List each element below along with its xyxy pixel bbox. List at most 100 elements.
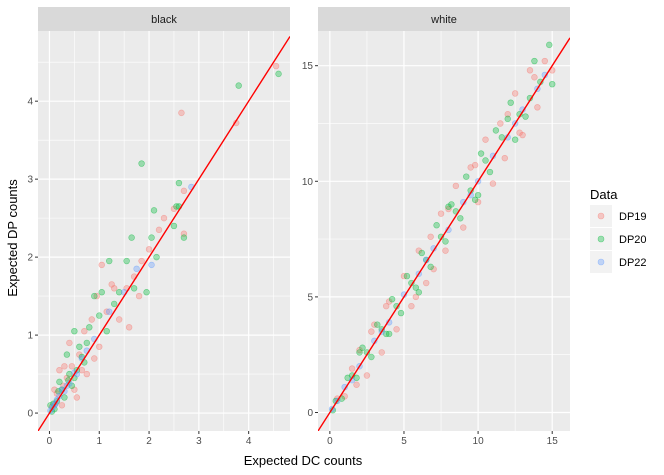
point-dp20: [477, 150, 485, 157]
point-dp19: [98, 261, 105, 269]
legend-label-dp19: DP19: [619, 211, 647, 223]
y-tick-label: 3: [27, 175, 33, 186]
legend-entry-dp22: DP22: [590, 251, 647, 273]
point-dp20: [123, 257, 130, 265]
point-dp19: [471, 161, 479, 169]
point-dp19: [501, 154, 508, 162]
legend-key-background: [590, 228, 612, 250]
point-dp20: [98, 289, 105, 296]
point-dp20: [71, 327, 78, 335]
point-dp19: [178, 109, 185, 117]
point-dp19: [408, 302, 415, 310]
x-tick-label: 0: [327, 436, 333, 447]
x-tick-label: 5: [401, 436, 407, 447]
point-dp20: [504, 115, 511, 123]
point-dp20: [498, 134, 506, 141]
point-dp20: [385, 330, 393, 338]
point-dp19: [497, 120, 504, 127]
point-dp19: [378, 349, 385, 356]
legend-entries: DP19 DP20 DP22: [590, 205, 647, 273]
reference-line: [318, 37, 570, 431]
legend: Data DP19 DP20 DP22: [590, 187, 647, 273]
legend-key-background: [590, 251, 612, 273]
point-dp20: [418, 249, 425, 257]
point-dp19: [504, 111, 511, 118]
point-dp20: [103, 327, 110, 335]
point-dp20: [397, 309, 405, 317]
y-axis-title: Expected DP counts: [5, 179, 20, 297]
point-dp19: [83, 370, 91, 378]
reference-line: [38, 36, 290, 431]
legend-title: Data: [590, 187, 618, 202]
point-dp19: [160, 214, 168, 222]
x-tick-label: 4: [246, 436, 252, 447]
legend-key-dp19: [597, 212, 605, 220]
point-dp20: [63, 351, 71, 358]
facet-strip: [318, 7, 570, 31]
point-dp19: [442, 247, 449, 254]
point-dp19: [489, 180, 497, 187]
point-dp20: [180, 234, 188, 241]
point-dp20: [86, 324, 93, 331]
point-dp20: [275, 70, 282, 78]
point-dp20: [61, 394, 68, 401]
y-tick-label: 0: [307, 408, 313, 419]
point-dp20: [66, 370, 73, 378]
point-dp20: [91, 292, 98, 300]
point-dp19: [125, 324, 133, 331]
point-dp20: [374, 321, 381, 328]
point-dp19: [81, 327, 88, 335]
point-dp19: [353, 381, 360, 388]
x-axis-title: Expected DC counts: [244, 453, 363, 468]
panels-layer: black 0 1 2 3 4 0 1 2 3 4 white 0 5 10 15 0 5 10 15: [27, 7, 570, 447]
legend-label-dp20: DP20: [619, 234, 647, 246]
legend-entry-dp20: DP20: [590, 228, 647, 250]
facet-strip: [38, 7, 290, 31]
points-layer: [328, 41, 556, 414]
point-dp20: [507, 99, 514, 106]
point-dp19: [91, 355, 98, 362]
x-tick-label: 2: [146, 436, 152, 447]
point-dp20: [110, 300, 118, 308]
point-dp19: [348, 365, 356, 372]
gridlines: [318, 31, 570, 431]
point-dp19: [61, 363, 68, 370]
point-dp20: [445, 203, 452, 210]
point-dp20: [150, 207, 158, 214]
point-dp20: [415, 289, 422, 296]
point-dp20: [175, 179, 183, 187]
point-dp19: [66, 339, 73, 347]
y-tick-label: 15: [302, 61, 314, 72]
point-dp19: [145, 246, 153, 253]
legend-entry-dp19: DP19: [590, 205, 647, 227]
point-dp19: [541, 57, 548, 65]
x-tick-label: 0: [47, 436, 53, 447]
y-tick-label: 0: [27, 409, 33, 420]
x-tick-label: 3: [196, 436, 202, 447]
point-dp20: [546, 41, 553, 49]
panel-white: white 0 5 10 15 0 5 10 15: [302, 7, 570, 447]
point-dp20: [433, 222, 440, 229]
point-dp19: [180, 187, 188, 195]
point-dp20: [76, 343, 83, 350]
point-dp19: [68, 363, 76, 370]
point-dp20: [96, 312, 103, 319]
x-tick-label: 15: [547, 436, 559, 447]
legend-key-background: [590, 205, 612, 227]
point-dp19: [78, 366, 86, 374]
point-dp19: [135, 292, 143, 300]
point-dp19: [526, 67, 534, 74]
point-dp20: [115, 289, 123, 296]
point-dp19: [445, 205, 452, 213]
y-tick-label: 1: [27, 331, 33, 342]
legend-key-dp20: [597, 235, 605, 243]
point-dp19: [73, 394, 81, 401]
point-dp19: [103, 308, 110, 315]
y-tick-label: 2: [27, 253, 33, 264]
point-dp20: [403, 272, 411, 280]
point-dp20: [173, 203, 180, 210]
point-dp20: [388, 296, 396, 303]
point-dp20: [106, 257, 113, 265]
point-dp20: [148, 234, 155, 241]
